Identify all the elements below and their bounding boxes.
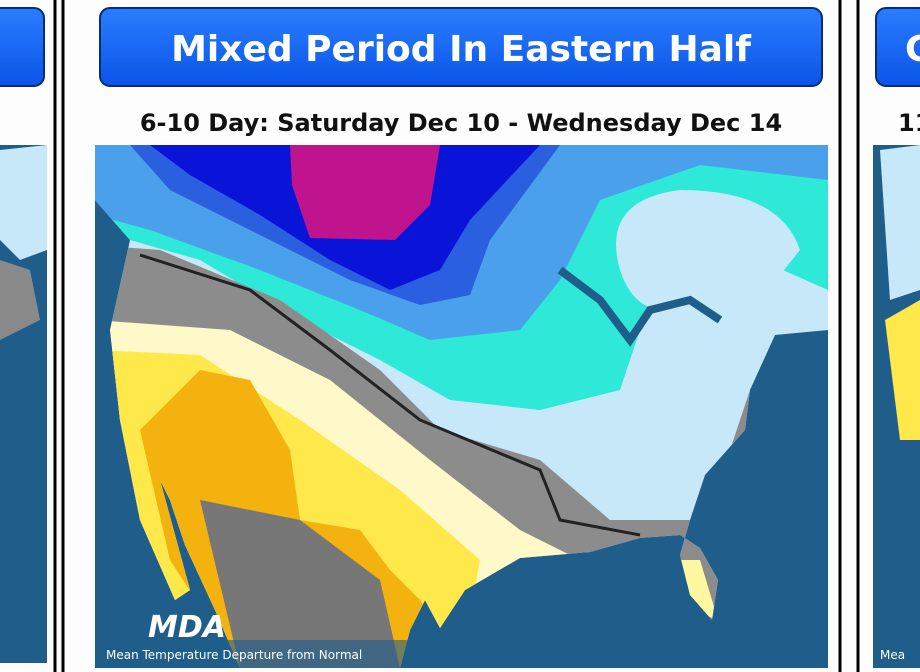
map-region	[200, 500, 400, 668]
right-panel[interactable]: C 11 Mea	[856, 0, 920, 672]
logo: MDA	[148, 610, 226, 645]
title: C	[905, 29, 920, 70]
map-region	[0, 145, 47, 260]
title: Mixed Period In Eastern Half	[171, 29, 751, 70]
map-region	[290, 145, 440, 240]
caption-bar	[95, 640, 828, 668]
title-button	[875, 7, 920, 87]
caption: Mean Temperature Departure from Normal	[106, 648, 362, 662]
subtitle: 6-10 Day: Saturday Dec 10 - Wednesday De…	[140, 109, 782, 137]
center-panel: Mixed Period In Eastern Half 6-10 Day: S…	[61, 0, 842, 672]
title-button	[0, 7, 45, 87]
subtitle: 11	[898, 109, 920, 137]
map-region	[0, 260, 40, 340]
map-region	[885, 300, 920, 440]
map-region	[880, 145, 920, 300]
caption: Mea	[880, 648, 905, 662]
great-lakes	[557, 266, 723, 347]
normal-line	[139, 253, 641, 537]
title-button	[99, 7, 823, 87]
map-region	[616, 190, 800, 310]
map: MDA Mean Temperature Departure from Norm…	[95, 145, 828, 668]
left-panel[interactable]	[0, 0, 57, 672]
